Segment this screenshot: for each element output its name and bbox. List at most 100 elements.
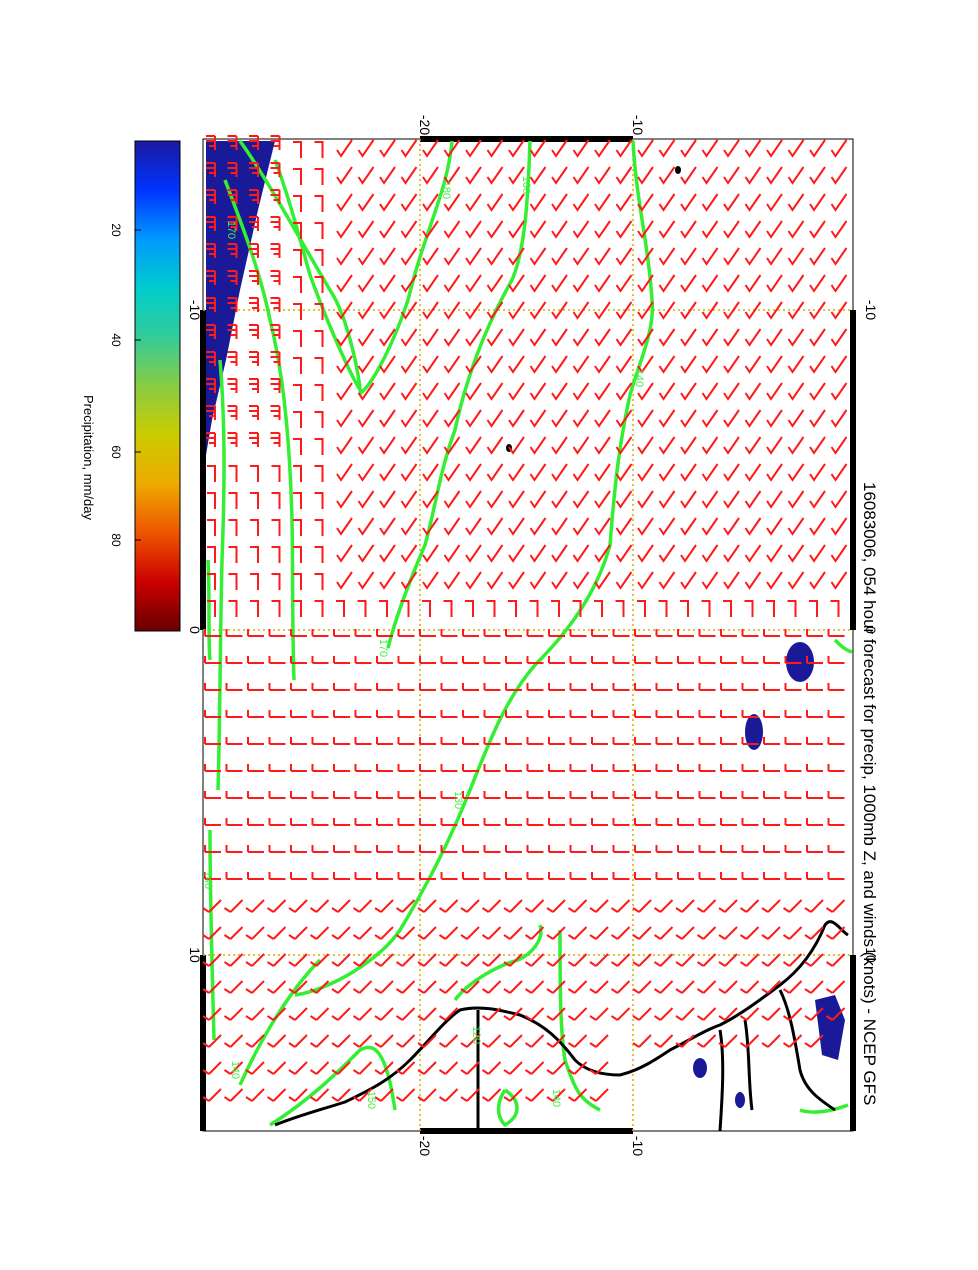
wind-barb — [569, 737, 587, 745]
wind-barb — [465, 571, 482, 590]
wind-barb — [529, 600, 539, 617]
wind-barb — [293, 465, 302, 482]
wind-barb — [379, 409, 396, 428]
wind-barb — [247, 710, 264, 718]
wind-barb — [551, 382, 568, 401]
wind-barb — [417, 926, 437, 940]
wind-barb — [529, 409, 547, 428]
wind-barb — [637, 355, 654, 374]
wind-barb — [761, 953, 781, 967]
wind-barb — [526, 737, 544, 745]
wind-barb — [465, 463, 482, 482]
wind-barb — [249, 297, 259, 312]
wind-barb — [400, 247, 418, 266]
wind-barb — [400, 517, 418, 536]
wind-barb — [357, 490, 375, 509]
wind-barb — [249, 378, 259, 393]
wind-barb — [723, 544, 740, 563]
wind-barb — [698, 683, 716, 691]
wind-barb — [723, 166, 740, 185]
wind-barb — [245, 953, 265, 967]
wind-barb — [830, 328, 848, 347]
wind-barb — [228, 600, 238, 617]
wind-barb — [680, 220, 697, 239]
height-contour — [216, 359, 226, 791]
wind-barb — [486, 166, 504, 185]
wind-barb — [395, 953, 416, 967]
wind-barb — [766, 301, 783, 320]
height-contour — [294, 140, 655, 997]
wind-barb — [653, 980, 674, 994]
wind-barb — [440, 710, 458, 718]
wind-barb — [271, 600, 281, 617]
wind-barb — [830, 409, 848, 428]
wind-barb — [744, 517, 762, 536]
wind-barb — [526, 764, 544, 772]
wind-barb — [311, 872, 329, 880]
wind-barb — [314, 573, 324, 590]
wind-barb — [508, 274, 525, 293]
wind-barb — [723, 436, 740, 455]
wind-barb — [658, 571, 676, 590]
precip-area — [693, 1058, 707, 1078]
wind-barb — [680, 193, 697, 212]
wind-barb — [508, 490, 525, 509]
wind-barb — [723, 490, 740, 509]
wind-barb — [830, 139, 848, 158]
wind-barb — [508, 600, 517, 617]
wind-barb — [569, 764, 587, 772]
wind-barb — [739, 926, 760, 940]
wind-barb — [701, 220, 719, 239]
wind-barb — [830, 166, 848, 185]
wind-barb — [376, 656, 393, 664]
wind-barb — [526, 683, 544, 691]
wind-barb — [766, 436, 783, 455]
wind-barb — [422, 166, 439, 185]
wind-barb — [331, 899, 351, 913]
wind-barb — [761, 1007, 781, 1021]
wind-barb — [569, 656, 587, 664]
wind-barb — [655, 845, 673, 853]
lon-tick-top: 10 — [863, 947, 879, 963]
wind-barb — [741, 737, 759, 745]
wind-barb — [357, 301, 375, 320]
wind-barb — [804, 953, 824, 967]
wind-barb — [395, 1061, 416, 1075]
wind-barb — [658, 382, 676, 401]
wind-barb — [202, 1088, 222, 1102]
wind-barb — [720, 683, 737, 691]
wind-barb — [314, 546, 324, 563]
wind-barb — [529, 247, 547, 266]
wind-barb — [227, 324, 238, 339]
wind-barb — [658, 301, 676, 320]
wind-barb — [572, 139, 590, 158]
wind-barb — [290, 872, 307, 880]
wind-barb — [634, 845, 651, 853]
wind-barb — [615, 328, 633, 347]
wind-barb — [809, 220, 826, 239]
wind-barb — [336, 571, 353, 590]
wind-barb — [422, 193, 439, 212]
wind-barb — [677, 656, 694, 664]
wind-barb — [314, 438, 324, 455]
wind-barb — [529, 301, 547, 320]
wind-barb — [397, 791, 415, 799]
wind-barb — [266, 1034, 287, 1048]
wind-barb — [225, 791, 243, 799]
wind-barb — [462, 737, 479, 745]
wind-barb — [658, 463, 676, 482]
wind-barb — [486, 517, 504, 536]
wind-barb — [206, 297, 216, 312]
wind-barb — [551, 139, 568, 158]
wind-barb — [761, 926, 781, 940]
wind-barb — [766, 600, 775, 617]
wind-barb — [718, 980, 738, 994]
wind-barb — [806, 737, 823, 745]
wind-barb — [311, 791, 329, 799]
wind-barb — [548, 764, 565, 772]
wind-barb — [653, 926, 674, 940]
wind-barb — [397, 656, 415, 664]
lat-tick-right: -20 — [417, 115, 433, 135]
wind-barb — [331, 1061, 351, 1075]
wind-barb — [763, 710, 780, 718]
